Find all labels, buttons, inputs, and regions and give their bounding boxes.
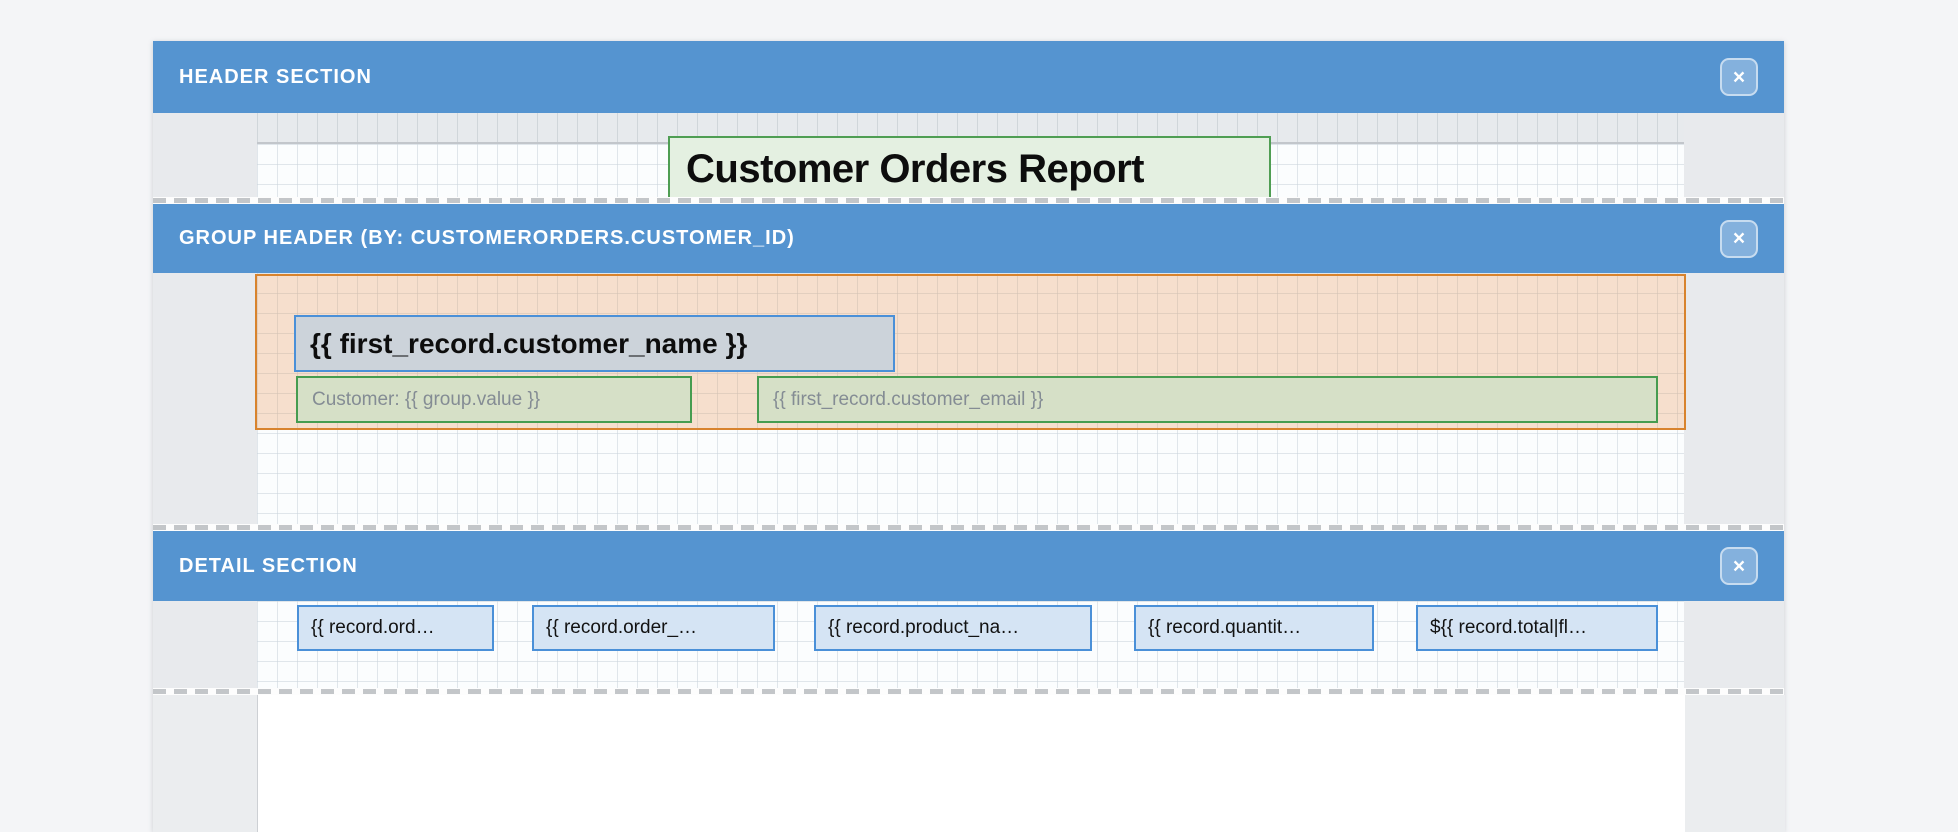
close-icon: × [1732,65,1746,89]
canvas-left-margin [153,273,257,524]
canvas-right-margin [1684,601,1784,688]
band-title-group-header: GROUP HEADER (BY: CUSTOMERORDERS.CUSTOME… [179,227,795,249]
detail-field-order-element[interactable]: {{ record.ord… [297,605,494,651]
detail-field-text: {{ record.quantit… [1148,617,1302,638]
band-title-header-section: HEADER SECTION [179,65,372,88]
band-bar-header-section[interactable]: HEADER SECTION × [153,41,1784,113]
detail-field-text: {{ record.product_na… [828,617,1020,638]
detail-field-text: {{ record.ord… [311,617,435,638]
band-bar-detail-section[interactable]: DETAIL SECTION × [153,531,1784,601]
customer-email-text: {{ first_record.customer_email }} [773,388,1044,410]
canvas-right-margin [1684,113,1784,197]
detail-section-content: {{ record.ord… {{ record.order_… {{ reco… [153,601,1784,688]
section-resize-handle-2[interactable] [153,524,1784,531]
section-resize-handle-3[interactable] [153,688,1784,695]
close-icon: × [1732,227,1746,250]
canvas-left-margin [153,113,257,197]
close-button-group-header[interactable]: × [1720,219,1758,258]
close-button-header-section[interactable]: × [1720,58,1758,96]
header-section-content: Customer Orders Report [153,113,1784,197]
customer-email-element[interactable]: {{ first_record.customer_email }} [757,376,1658,423]
detail-field-quantity-element[interactable]: {{ record.quantit… [1134,605,1374,651]
close-button-detail-section[interactable]: × [1720,547,1758,585]
page-area-plain[interactable] [257,695,1685,832]
report-title-text: Customer Orders Report [686,146,1144,191]
page-top-margin [257,113,1684,142]
detail-field-total-element[interactable]: ${{ record.total|fl… [1416,605,1658,651]
canvas-left-margin [153,695,257,832]
customer-name-text: {{ first_record.customer_name }} [310,327,748,359]
close-icon: × [1732,554,1746,578]
report-designer: HEADER SECTION × Customer Orders Report … [153,41,1785,832]
detail-field-product-name-element[interactable]: {{ record.product_na… [814,605,1092,651]
customer-label-element[interactable]: Customer: {{ group.value }} [296,376,692,423]
below-sections-area [153,695,1785,832]
customer-label-text: Customer: {{ group.value }} [312,388,541,410]
detail-field-order-date-element[interactable]: {{ record.order_… [532,605,775,651]
detail-field-text: ${{ record.total|fl… [1430,617,1588,638]
canvas-left-margin [153,601,257,688]
detail-field-text: {{ record.order_… [546,617,698,638]
band-bar-group-header[interactable]: GROUP HEADER (BY: CUSTOMERORDERS.CUSTOME… [153,204,1784,273]
report-title-element[interactable]: Customer Orders Report [668,136,1271,197]
customer-name-element[interactable]: {{ first_record.customer_name }} [294,315,895,372]
canvas-right-margin [1685,695,1785,832]
section-resize-handle-1[interactable] [153,197,1784,204]
group-header-content: {{ first_record.customer_name }} Custome… [153,273,1784,524]
band-title-detail-section: DETAIL SECTION [179,554,358,577]
canvas-right-margin [1684,273,1784,524]
